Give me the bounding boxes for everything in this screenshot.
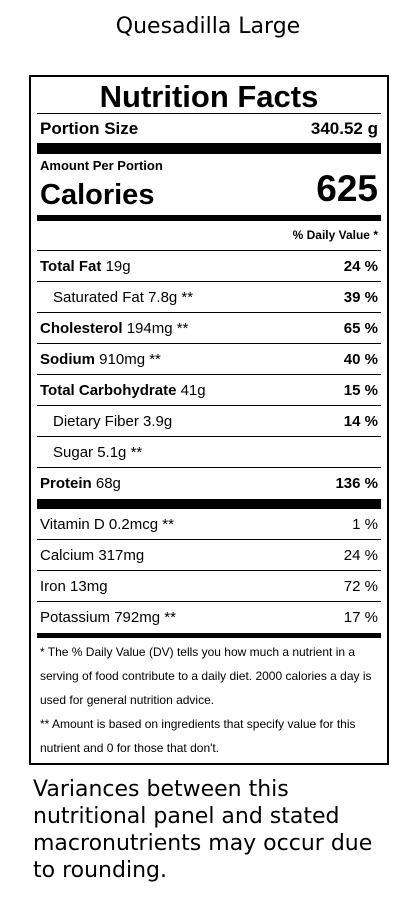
nutrient-amount: 68g [95,475,121,492]
nutrient-amount: 19g [105,257,131,275]
nutrient-amount: 910mg ** [99,350,161,368]
vitamin-row: Calcium 317mg 24 % [37,540,381,571]
nutrient-row: Total Carbohydrate 41g 15 % [37,375,381,406]
portion-size-row: Portion Size 340.52 g [37,114,381,144]
vitamin-amount: 13mg [70,577,108,595]
nutrient-row: Cholesterol 194mg ** 65 % [37,313,381,344]
nutrient-name: Dietary Fiber [53,412,139,430]
nutrient-name: Sugar [53,443,94,461]
vitamin-daily-value: 72 % [343,577,378,595]
medium-divider [37,216,381,221]
nutrient-daily-value: 15 % [343,381,378,399]
vitamin-name: Potassium [40,609,111,626]
vitamin-row: Vitamin D 0.2mcg ** 1 % [37,509,381,540]
nutrient-row: Sodium 910mg ** 40 % [37,344,381,375]
calories-label: Calories [40,179,155,211]
nutrition-facts-heading: Nutrition Facts [37,77,381,114]
thick-divider [37,499,381,509]
calories-value: 625 [316,168,378,209]
vitamin-daily-value: 17 % [343,609,378,626]
nutrient-amount: 5.1g ** [97,443,143,461]
portion-size-label: Portion Size [40,118,139,138]
nutrient-name: Protein [40,475,92,492]
nutrient-name: Saturated Fat [53,288,144,306]
nutrient-row: Total Fat 19g 24 % [37,251,381,282]
daily-value-header: % Daily Value * [37,221,381,251]
vitamin-name: Calcium [40,546,95,564]
nutrient-row: Sugar 5.1g ** [37,437,381,468]
nutrient-name: Sodium [40,350,95,368]
nutrient-amount: 7.8g ** [148,288,194,306]
nutrient-amount: 41g [180,381,206,399]
nutrient-amount: 194mg ** [126,319,189,337]
nutrient-name: Cholesterol [40,319,123,337]
footnote-amount: ** Amount is based on ingredients that s… [40,717,356,755]
portion-size-value: 340.52 g [310,118,378,138]
vitamin-daily-value: 1 % [352,515,378,533]
nutrient-row: Saturated Fat 7.8g ** 39 % [37,282,381,313]
vitamin-name: Iron [40,577,66,595]
nutrient-daily-value: 14 % [343,412,378,430]
vitamin-amount: 317mg [98,546,145,564]
vitamin-amount: 792mg ** [114,609,176,626]
vitamin-daily-value: 24 % [343,546,378,564]
nutrient-daily-value: 65 % [343,319,378,337]
nutrient-daily-value: 24 % [343,257,378,275]
nutrient-daily-value: 39 % [343,288,378,306]
footnote-daily-value: * The % Daily Value (DV) tells you how m… [40,645,372,707]
nutrient-name: Total Carbohydrate [40,381,177,399]
nutrient-name: Total Fat [40,257,102,275]
nutrient-row: Dietary Fiber 3.9g 14 % [37,406,381,437]
vitamin-name: Vitamin D [40,515,105,533]
vitamin-row: Iron 13mg 72 % [37,571,381,602]
vitamin-row: Potassium 792mg ** 17 % [37,602,381,633]
page-title: Quesadilla Large [115,14,301,39]
vitamin-amount: 0.2mcg ** [108,515,174,533]
nutrient-row: Protein 68g 136 % [37,468,381,499]
thick-divider [37,144,381,154]
nutrition-label: Nutrition Facts Portion Size 340.52 g Am… [29,75,389,765]
medium-divider [37,633,381,638]
variance-note: Variances between this nutritional panel… [33,777,373,883]
nutrient-amount: 3.9g [143,412,173,430]
nutrient-daily-value: 136 % [335,475,378,492]
amount-per-portion: Amount Per Portion [40,158,163,173]
nutrient-daily-value: 40 % [343,350,378,368]
calories-block: Amount Per Portion Calories 625 [37,154,381,216]
